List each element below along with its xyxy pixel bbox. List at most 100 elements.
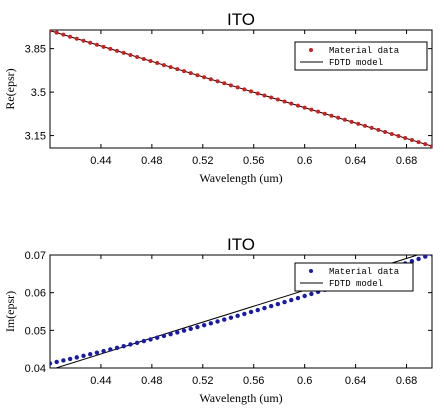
data-point <box>329 113 334 118</box>
data-point <box>208 77 213 82</box>
data-point <box>54 30 59 35</box>
x-tick-label: 0.6 <box>297 155 312 167</box>
data-point <box>235 85 240 90</box>
data-point <box>255 91 260 96</box>
chart-title: ITO <box>227 235 255 254</box>
data-point <box>396 134 401 139</box>
data-point <box>409 258 415 264</box>
data-point <box>362 123 367 128</box>
data-point <box>215 79 220 84</box>
data-point <box>416 140 421 145</box>
data-point <box>242 311 247 317</box>
x-tick-label: 0.64 <box>345 375 366 387</box>
x-tick-label: 0.56 <box>243 155 264 167</box>
data-point <box>228 315 234 320</box>
y-axis-label: Im(epsr) <box>3 291 17 332</box>
data-point <box>188 326 193 332</box>
y-tick-label: 0.06 <box>25 288 46 300</box>
data-point <box>148 337 153 342</box>
data-point <box>201 322 207 328</box>
data-point <box>141 56 146 61</box>
x-tick-label: 0.52 <box>192 155 213 167</box>
data-point <box>115 48 120 53</box>
x-tick-label: 0.68 <box>396 155 417 167</box>
data-point <box>289 297 294 303</box>
x-tick-label: 0.48 <box>141 155 162 167</box>
x-tick-label: 0.68 <box>396 375 417 387</box>
data-point <box>215 319 220 324</box>
legend-marker-material-data <box>309 269 313 273</box>
data-point <box>202 75 207 80</box>
data-point <box>81 38 86 43</box>
data-point <box>275 301 281 307</box>
data-point <box>155 61 160 66</box>
data-point <box>94 42 99 47</box>
y-tick-label: 0.07 <box>25 250 46 262</box>
data-point <box>249 89 254 94</box>
legend-label-material-data: Material data <box>329 267 400 277</box>
data-point <box>175 330 180 335</box>
data-point <box>255 307 260 313</box>
data-point <box>302 293 307 299</box>
data-point <box>430 144 432 148</box>
chart-2: ITO 0.44 0.48 0.52 0.56 0.6 0.64 0.68 0.04 0.05 0.… <box>3 235 433 405</box>
data-point <box>222 81 227 86</box>
data-point <box>101 348 106 354</box>
series-line-fdtd-model <box>50 30 432 147</box>
data-point <box>383 129 388 134</box>
data-point <box>148 59 153 64</box>
data-point <box>222 317 227 322</box>
data-point <box>108 46 113 51</box>
data-point <box>74 36 79 41</box>
data-point <box>302 105 307 110</box>
data-point <box>275 97 280 102</box>
x-tick-label: 0.48 <box>141 375 162 387</box>
data-point <box>228 83 233 88</box>
data-point <box>389 131 394 136</box>
y-tick-label: 3.15 <box>25 131 46 143</box>
data-point <box>61 32 66 37</box>
x-tick-label: 0.44 <box>90 375 111 387</box>
x-axis-label: Wavelength (um) <box>199 391 282 405</box>
plot-frame <box>49 29 433 149</box>
data-point <box>429 255 432 257</box>
data-point <box>349 119 354 124</box>
data-point <box>128 52 133 57</box>
data-point <box>423 255 428 259</box>
data-point <box>182 69 187 74</box>
data-point <box>369 125 374 130</box>
x-tick-label: 0.56 <box>243 375 264 387</box>
data-point <box>262 93 267 98</box>
data-point <box>101 44 106 49</box>
data-point <box>114 345 120 350</box>
data-point <box>195 324 200 330</box>
data-point <box>289 101 294 106</box>
data-point <box>128 342 133 347</box>
data-point <box>188 71 193 76</box>
data-point <box>74 355 80 360</box>
x-axis-label: Wavelength (um) <box>199 171 282 185</box>
y-tick-label: 3.5 <box>31 87 46 99</box>
data-point <box>88 40 93 45</box>
data-point <box>141 338 147 344</box>
legend: Material data FDTD model <box>294 262 414 292</box>
data-point <box>416 256 421 262</box>
data-point <box>268 303 274 309</box>
data-point <box>168 331 173 337</box>
data-point <box>403 136 408 141</box>
x-tick-label: 0.64 <box>345 155 366 167</box>
data-point <box>195 73 200 78</box>
chart-1: ITO 0.44 0.48 0.52 0.56 0.6 0.64 0.68 3.15 3.5 3.8… <box>3 10 433 185</box>
data-point <box>94 350 100 355</box>
data-point <box>316 109 321 114</box>
data-point <box>336 115 341 120</box>
data-point <box>68 34 73 39</box>
x-tick-label: 0.44 <box>90 155 111 167</box>
data-point <box>342 117 347 122</box>
data-point <box>242 87 247 92</box>
plot-area <box>50 30 432 148</box>
data-point <box>181 328 187 333</box>
data-point <box>262 305 267 311</box>
data-point <box>309 291 314 297</box>
chart-title: ITO <box>227 10 255 29</box>
